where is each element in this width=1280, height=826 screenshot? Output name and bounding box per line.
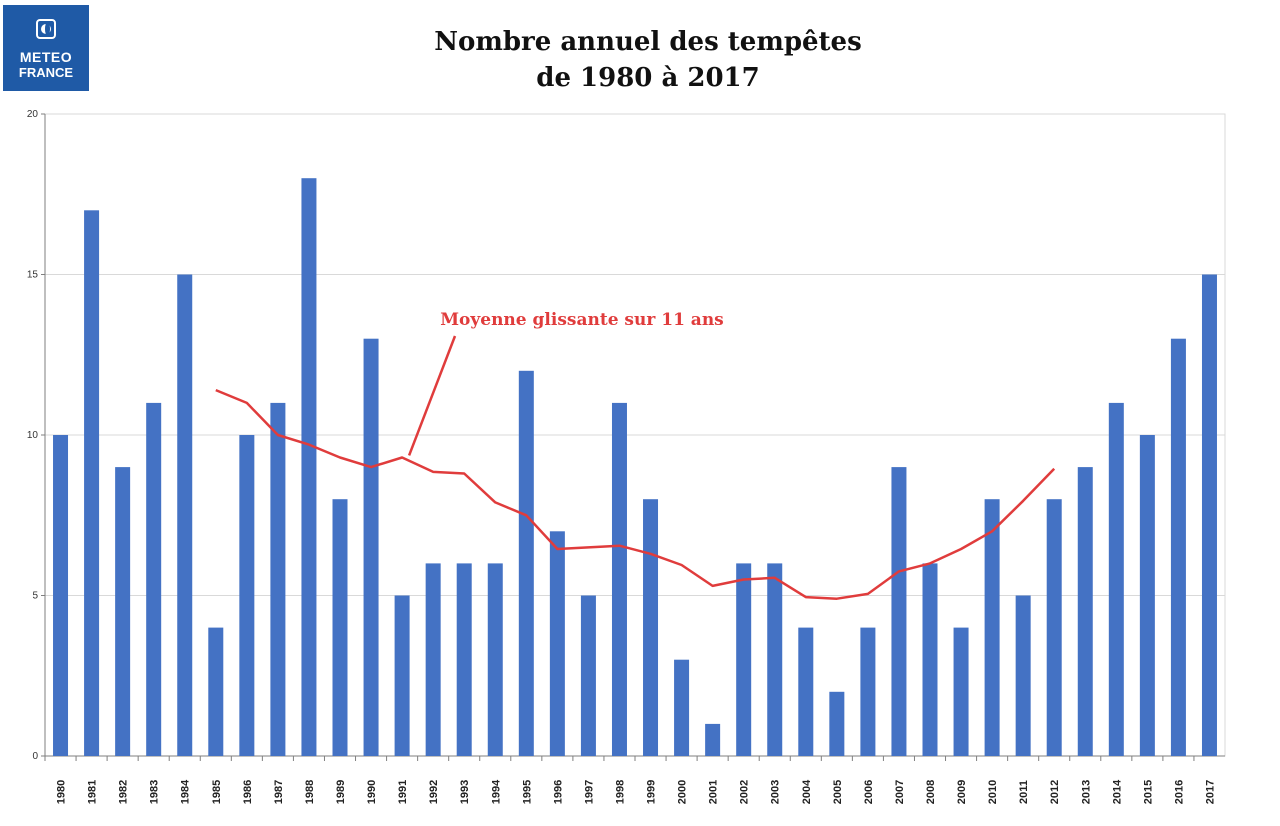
- bar: [425, 563, 441, 756]
- x-tick-label: 1994: [490, 779, 502, 804]
- bar: [1170, 338, 1186, 756]
- moving-average-line: [215, 388, 1056, 600]
- x-tick-label: 2006: [863, 780, 875, 804]
- bar: [115, 467, 131, 756]
- x-tick-label: 1989: [335, 780, 347, 804]
- y-tick-label: 20: [27, 109, 39, 120]
- x-tick-label: 2007: [894, 780, 906, 804]
- bar: [487, 563, 503, 756]
- bar: [146, 402, 162, 756]
- bar: [953, 627, 969, 756]
- bar: [643, 499, 659, 756]
- x-tick-label: 1986: [242, 780, 254, 804]
- bar: [611, 402, 627, 756]
- x-tick-label: 2016: [1173, 780, 1185, 804]
- meteo-france-emblem-icon: [36, 19, 56, 39]
- bar: [798, 627, 814, 756]
- chart-title-line1: Nombre annuel des tempêtes: [434, 27, 862, 57]
- x-tick-label: 2013: [1080, 780, 1092, 804]
- x-tick-label: 1995: [521, 780, 533, 804]
- x-tick-label: 2011: [1018, 780, 1030, 804]
- bar: [767, 563, 783, 756]
- x-tick-label: 1984: [180, 779, 192, 804]
- y-tick-label: 0: [32, 751, 38, 762]
- y-tick-label: 10: [27, 430, 39, 441]
- chart-title: Nombre annuel des tempêtes de 1980 à 201…: [400, 24, 896, 96]
- x-tick-label: 2000: [677, 780, 689, 804]
- x-tick-label: 2001: [708, 780, 720, 804]
- x-tick-label: 1982: [118, 780, 130, 804]
- annotation-pointer: [407, 335, 457, 456]
- logo-text-line2: FRANCE: [18, 65, 74, 80]
- x-tick-label: 2009: [956, 780, 968, 804]
- moving-average: [215, 335, 1056, 600]
- bar: [984, 499, 1000, 756]
- y-tick-label: 15: [27, 270, 39, 281]
- bar: [736, 563, 752, 756]
- x-tick-label: 2014: [1111, 779, 1123, 804]
- x-tick-label: 2015: [1142, 780, 1154, 804]
- x-tick-label: 1991: [397, 780, 409, 804]
- chart-title-line2: de 1980 à 2017: [536, 63, 760, 93]
- tick-labels: 0 5 10 15 20 1980 1981 1982 1983 1984 1985 1986 1987…: [27, 109, 1217, 804]
- x-tick-label: 1996: [552, 780, 564, 804]
- x-tick-label: 1981: [87, 780, 99, 804]
- x-tick-label: 2004: [801, 779, 813, 804]
- bar: [518, 370, 534, 756]
- x-tick-label: 1993: [459, 780, 471, 804]
- bar: [1015, 595, 1031, 756]
- bar: [1077, 467, 1093, 756]
- bar: [829, 691, 845, 756]
- bar: [394, 595, 410, 756]
- bar: [705, 723, 721, 756]
- bar: [456, 563, 472, 756]
- y-tick-label: 5: [32, 591, 38, 602]
- bar: [270, 402, 286, 756]
- x-tick-label: 2002: [739, 780, 751, 804]
- bar: [301, 178, 317, 756]
- bar: [674, 659, 690, 756]
- bar: [239, 435, 255, 756]
- bar: [922, 563, 938, 756]
- x-tick-label: 1992: [428, 780, 440, 804]
- bar: [84, 210, 100, 757]
- bar: [580, 595, 596, 756]
- bar: [177, 274, 193, 756]
- x-tick-label: 2012: [1049, 780, 1061, 804]
- x-tick-label: 2017: [1204, 780, 1216, 804]
- x-tick-label: 2008: [925, 780, 937, 804]
- bar: [860, 627, 876, 756]
- x-tick-label: 1990: [366, 780, 378, 804]
- x-tick-label: 1985: [211, 780, 223, 804]
- x-tick-label: 1980: [56, 780, 68, 804]
- bar: [208, 627, 224, 756]
- bar: [1108, 402, 1124, 756]
- bar: [891, 467, 907, 756]
- x-tick-label: 1983: [149, 780, 161, 804]
- bar: [363, 338, 379, 756]
- x-tick-label: 1988: [304, 780, 316, 804]
- bars: [53, 178, 1217, 757]
- x-tick-label: 1998: [614, 780, 626, 804]
- x-tick-label: 2003: [770, 780, 782, 804]
- bar: [549, 531, 565, 756]
- meteo-france-logo: METEO FRANCE: [3, 5, 89, 91]
- bar: [1046, 499, 1062, 756]
- bar: [1201, 274, 1217, 756]
- x-tick-label: 1999: [646, 780, 658, 804]
- bar: [1139, 435, 1155, 756]
- x-tick-label: 2005: [832, 780, 844, 804]
- bar: [332, 499, 348, 756]
- moving-average-annotation: Moyenne glissante sur 11 ans: [440, 310, 724, 330]
- x-tick-label: 2010: [987, 780, 999, 804]
- logo-text-line1: METEO: [19, 49, 73, 65]
- x-tick-label: 1987: [273, 780, 285, 804]
- x-tick-label: 1997: [583, 780, 595, 804]
- bar: [53, 435, 69, 756]
